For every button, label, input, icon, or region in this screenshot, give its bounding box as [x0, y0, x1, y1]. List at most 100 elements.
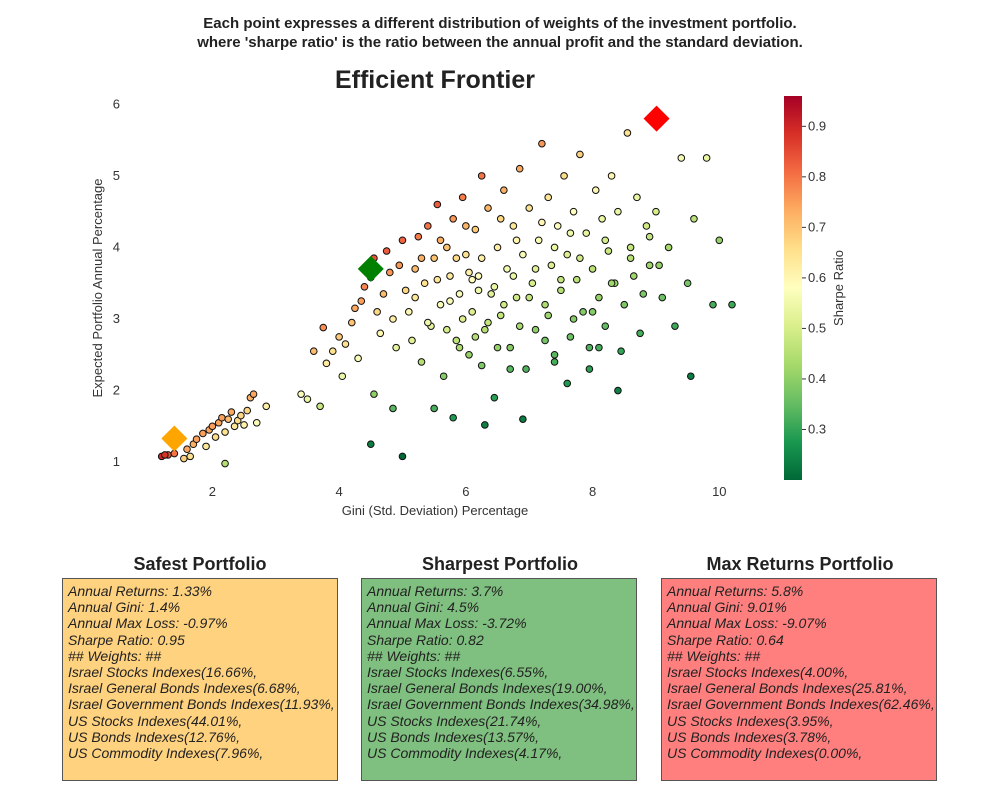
scatter-point: [424, 222, 432, 230]
scatter-point: [544, 311, 553, 320]
x-tick-label: 4: [335, 484, 342, 499]
scatter-point: [211, 433, 220, 441]
colorbar-tick-label: 0.9: [808, 118, 826, 133]
scatter-point: [465, 268, 473, 277]
scatter-point: [623, 129, 632, 137]
scatter-point: [389, 315, 397, 323]
scatter-point: [588, 265, 597, 273]
scatter-point: [414, 232, 423, 241]
portfolio-line: US Stocks Indexes(3.95%,: [667, 712, 834, 729]
scatter-point: [484, 318, 492, 327]
scatter-point: [224, 415, 233, 423]
sharpest-portfolio-title: Sharpest Portfolio: [421, 554, 578, 574]
scatter-point: [509, 222, 518, 230]
scatter-point: [474, 272, 483, 280]
scatter-point: [645, 232, 654, 241]
x-tick-label: 10: [712, 484, 726, 499]
scatter-point: [439, 372, 448, 381]
scatter-point: [683, 279, 692, 288]
scatter-point: [202, 442, 210, 451]
portfolio-line: US Bonds Indexes(12.76%,: [68, 728, 240, 745]
scatter-point: [598, 215, 606, 223]
scatter-point: [626, 254, 635, 262]
scatter-point: [420, 279, 429, 288]
scatter-point: [338, 372, 347, 381]
scatter-point: [452, 254, 461, 262]
scatter-point: [484, 204, 492, 212]
scatter-point: [417, 254, 426, 262]
scatter-point: [452, 336, 461, 345]
scatter-point: [715, 236, 724, 245]
scatter-point: [474, 286, 483, 295]
scatter-point: [585, 343, 594, 352]
x-tick-label: 2: [209, 484, 216, 499]
scatter-point: [566, 333, 575, 341]
y-tick-label: 4: [113, 239, 120, 254]
scatter-point: [645, 261, 654, 270]
portfolio-line: US Commodity Indexes(7.96%,: [68, 745, 264, 762]
scatter-point: [180, 454, 188, 463]
highlight-marker: [643, 105, 670, 132]
scatter-point: [629, 272, 638, 280]
scatter-point: [576, 150, 584, 159]
scatter-point: [572, 275, 581, 284]
scatter-point: [297, 390, 305, 398]
scatter-point: [443, 243, 451, 252]
scatter-point: [468, 275, 476, 284]
scatter-points: [157, 129, 736, 468]
portfolio-line: Israel Government Bonds Indexes(62.46%,: [667, 696, 935, 713]
scatter-point: [335, 333, 343, 341]
scatter-point: [208, 422, 217, 431]
scatter-point: [519, 415, 527, 423]
scatter-point: [607, 279, 616, 288]
scatter-point: [617, 347, 625, 355]
portfolio-line: Annual Gini: 9.01%: [667, 599, 787, 616]
colorbar-tick-label: 0.8: [808, 169, 826, 184]
scatter-point: [550, 243, 559, 252]
colorbar-ticks: 0.3 0.4 0.5 0.6 0.7 0.8 0.9: [802, 118, 826, 436]
scatter-point: [563, 250, 572, 259]
scatter-point: [595, 293, 603, 302]
max-returns-portfolio-box: Annual Returns: 5.8% Annual Gini: 9.01% An…: [661, 578, 937, 781]
portfolio-line: ## Weights: ##: [367, 647, 461, 664]
scatter-point: [221, 428, 229, 436]
scatter-point: [240, 421, 248, 429]
scatter-point: [506, 365, 514, 373]
scatter-point: [500, 300, 508, 309]
scatter-point: [382, 247, 391, 255]
scatter-point: [525, 204, 534, 212]
y-tick-label: 1: [113, 454, 120, 469]
portfolio-line: US Commodity Indexes(0.00%,: [667, 745, 863, 762]
scatter-point: [424, 318, 432, 327]
scatter-point: [458, 315, 467, 323]
highlight-marker: [161, 425, 188, 452]
scatter-point: [503, 265, 511, 273]
portfolio-line: Annual Max Loss: -3.72%: [367, 615, 527, 632]
x-tick-label: 6: [462, 484, 469, 499]
scatter-point: [512, 293, 521, 302]
scatter-point: [639, 290, 648, 298]
scatter-point: [262, 402, 271, 411]
scatter-point: [243, 406, 252, 415]
scatter-point: [398, 236, 407, 245]
portfolio-line: US Stocks Indexes(44.01%,: [68, 712, 243, 729]
scatter-point: [515, 322, 524, 330]
portfolio-line: Israel Stocks Indexes(16.66%,: [68, 664, 258, 681]
scatter-point: [528, 279, 537, 288]
scatter-point: [411, 293, 419, 302]
scatter-point: [582, 229, 591, 237]
colorbar-tick-label: 0.4: [808, 371, 826, 386]
scatter-point: [601, 322, 610, 330]
scatter-point: [636, 329, 644, 338]
chart-title: Efficient Frontier: [335, 66, 535, 94]
scatter-point: [433, 200, 442, 209]
y-axis-label: Expected Portfolio Annual Percentage: [90, 179, 105, 398]
scatter-point: [481, 325, 489, 334]
portfolio-line: ## Weights: ##: [68, 647, 162, 664]
scatter-point: [553, 222, 562, 230]
scatter-point: [560, 172, 568, 180]
scatter-point: [230, 422, 239, 431]
y-tick-label: 6: [113, 96, 120, 111]
scatter-point: [319, 323, 328, 332]
portfolio-line: ## Weights: ##: [667, 647, 761, 664]
